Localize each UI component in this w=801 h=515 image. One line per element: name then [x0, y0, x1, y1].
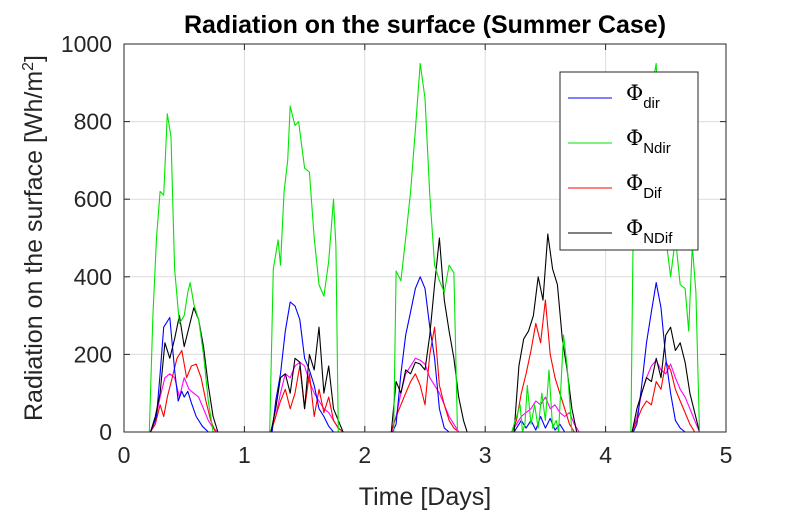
y-tick-label: 200: [74, 341, 112, 367]
x-tick-label: 4: [599, 442, 612, 468]
legend-box: [559, 71, 699, 251]
legend-entry-dir: Φdir: [626, 81, 660, 112]
x-tick-label: 2: [358, 442, 371, 468]
series-line-dir: [124, 276, 726, 433]
axes-box: [123, 43, 727, 433]
legend-entry-ndir: ΦNdir: [626, 126, 671, 157]
series-line-dif: [124, 299, 726, 433]
legend-entry-dif: ΦDif: [626, 171, 662, 202]
axis-ticks: [123, 43, 727, 433]
x-tick-label: 3: [479, 442, 492, 468]
chart-title: Radiation on the surface (Summer Case): [184, 11, 666, 39]
x-tick-label: 0: [118, 442, 131, 468]
y-tick-label: 800: [74, 109, 112, 135]
y-axis-label: Radiation on the surface [Wh/m2]: [20, 55, 48, 421]
x-tick-label: 1: [238, 442, 251, 468]
y-tick-label: 600: [74, 186, 112, 212]
series-lines: [124, 62, 726, 433]
legend: Φdir ΦNdir ΦDif ΦNDif: [559, 71, 699, 251]
y-tick-label: 0: [99, 419, 112, 445]
x-axis-label: Time [Days]: [359, 483, 491, 511]
tick-labels: 0 1 2 3 4 5 0 200 400 600 800 1000: [61, 31, 733, 468]
y-tick-label: 400: [74, 264, 112, 290]
y-tick-label: 1000: [61, 31, 112, 57]
series-line-ndif: [124, 233, 726, 433]
legend-entry-ndif: ΦNDif: [626, 216, 673, 247]
x-tick-label: 5: [720, 442, 733, 468]
